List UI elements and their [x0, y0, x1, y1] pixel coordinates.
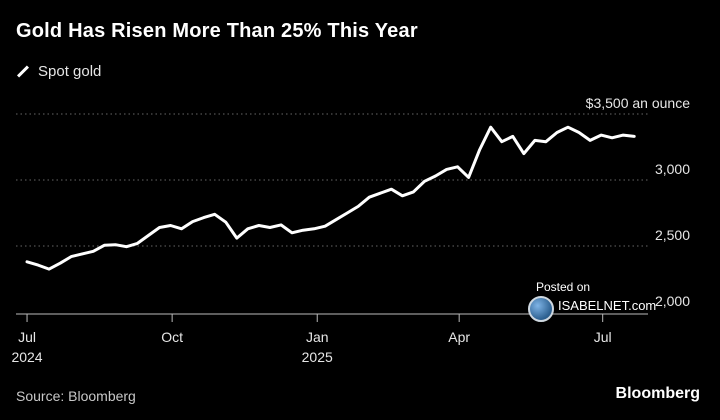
x-tick-sublabel: 2024 — [11, 349, 42, 365]
y-tick-label: 2,500 — [655, 227, 690, 243]
legend-label: Spot gold — [38, 63, 102, 80]
watermark-posted-text: Posted on — [536, 280, 591, 294]
y-tick-label: $3,500 an ounce — [586, 95, 691, 111]
x-tick-label: Jan — [306, 329, 329, 345]
source-note: Source: Bloomberg — [16, 388, 136, 404]
legend: Spot gold — [16, 63, 101, 80]
x-tick-sublabel: 2025 — [302, 349, 333, 365]
y-tick-label: 2,000 — [655, 293, 690, 309]
x-tick-label: Jul — [18, 329, 36, 345]
bloomberg-logo: Bloomberg — [615, 385, 700, 402]
series-line-spot-gold — [25, 125, 636, 271]
x-tick-label: Oct — [161, 329, 183, 345]
chart-title: Gold Has Risen More Than 25% This Year — [16, 20, 418, 42]
x-tick-label: Jul — [594, 329, 612, 345]
isabelnet-logo-icon — [528, 296, 554, 322]
x-tick-label: Apr — [448, 329, 470, 345]
watermark-site-text: ISABELNET.com — [558, 298, 657, 313]
y-tick-label: 3,000 — [655, 161, 690, 177]
